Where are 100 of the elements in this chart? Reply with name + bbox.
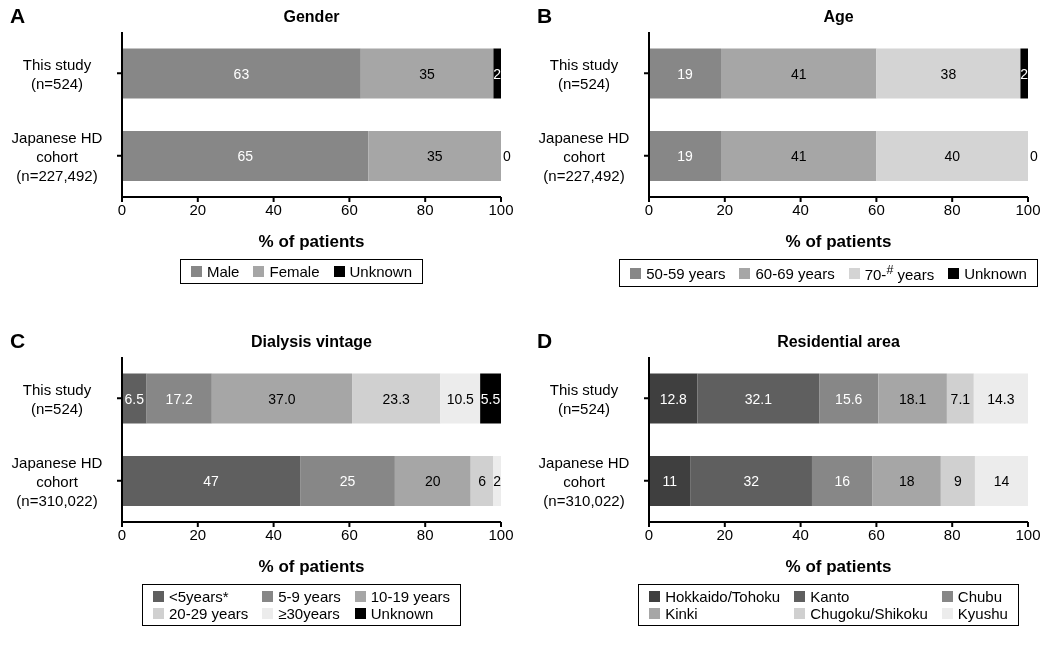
x-tick-label: 60 bbox=[341, 200, 358, 218]
data-label: 0 bbox=[503, 147, 512, 164]
data-label: 9 bbox=[953, 473, 962, 489]
bar bbox=[876, 48, 1021, 99]
y-tick-label: Japanese HD cohort (n=227,492) bbox=[11, 128, 103, 184]
legend-label: Unknown bbox=[370, 605, 434, 622]
legend-label: ≥30years bbox=[278, 605, 340, 622]
data-label: 6 bbox=[478, 473, 487, 489]
x-tick-label: 40 bbox=[265, 200, 282, 218]
x-axis-title: % of patients bbox=[258, 232, 365, 251]
bar bbox=[973, 373, 1028, 424]
text: D bbox=[537, 329, 553, 353]
chart-title: Gender bbox=[282, 8, 341, 26]
data-label: 63 bbox=[233, 65, 250, 82]
x-tick-label: 20 bbox=[716, 525, 734, 543]
bar bbox=[493, 456, 501, 506]
data-label: 41 bbox=[790, 65, 807, 82]
x-tick-label: 20 bbox=[189, 525, 207, 543]
legend-label: 5-9 years bbox=[278, 588, 341, 605]
bar bbox=[480, 373, 501, 424]
data-label: 20 bbox=[424, 473, 441, 489]
bar bbox=[872, 456, 941, 506]
data-label: 18.1 bbox=[898, 390, 927, 407]
data-label: 12.8 bbox=[659, 390, 688, 407]
bar bbox=[493, 48, 501, 99]
bar bbox=[974, 456, 1028, 506]
legend-label: Unknown bbox=[349, 263, 413, 280]
bar bbox=[352, 373, 441, 424]
data-label: 5.5 bbox=[480, 390, 501, 407]
bar bbox=[440, 373, 481, 424]
data-label: 40 bbox=[944, 148, 961, 164]
x-tick-label: 60 bbox=[868, 525, 885, 543]
data-label: 14.3 bbox=[987, 390, 1015, 407]
y-tick-label: Japanese HD cohort (n=310,022) bbox=[538, 453, 630, 509]
data-label: 16 bbox=[834, 473, 851, 489]
data-label: 7.1 bbox=[950, 390, 971, 407]
data-label: 38 bbox=[940, 65, 957, 82]
bar bbox=[211, 373, 353, 424]
bar bbox=[690, 456, 812, 506]
bar bbox=[697, 373, 820, 424]
data-label: 32.1 bbox=[744, 390, 773, 407]
legend-label: Chubu bbox=[957, 588, 1002, 605]
data-label: 35 bbox=[419, 65, 436, 82]
bar bbox=[122, 456, 301, 506]
bar bbox=[368, 131, 501, 181]
data-label: 65 bbox=[237, 148, 254, 164]
x-tick-label: 0 bbox=[117, 525, 127, 543]
bar bbox=[946, 373, 974, 424]
x-tick-label: 80 bbox=[416, 200, 434, 218]
legend-label: <5years* bbox=[169, 588, 229, 605]
data-label: 2 bbox=[1020, 65, 1029, 82]
bar bbox=[146, 373, 212, 424]
x-tick-label: 100 bbox=[1015, 525, 1041, 543]
bar bbox=[940, 456, 975, 506]
data-label: 37.0 bbox=[268, 390, 296, 407]
bar bbox=[876, 131, 1028, 181]
legend-label: Male bbox=[206, 263, 240, 280]
legend-label: Hokkaido/Tohoku bbox=[665, 588, 781, 605]
x-tick-label: 100 bbox=[488, 525, 514, 543]
legend-label: Kanto bbox=[810, 588, 850, 605]
bar bbox=[649, 456, 691, 506]
bar bbox=[360, 48, 494, 99]
bar bbox=[122, 131, 369, 181]
x-tick-label: 40 bbox=[792, 525, 809, 543]
bar bbox=[649, 373, 698, 424]
legend-label: Kinki bbox=[665, 605, 698, 622]
bar bbox=[470, 456, 494, 506]
bar bbox=[878, 373, 947, 424]
legend-label: 50-59 years bbox=[646, 264, 726, 282]
bar bbox=[819, 373, 879, 424]
x-axis-title: % of patients bbox=[258, 557, 365, 576]
x-axis-title: % of patients bbox=[785, 557, 892, 576]
chart-title: Age bbox=[822, 8, 855, 26]
text: A bbox=[10, 4, 26, 28]
bar bbox=[1020, 48, 1028, 99]
legend-label: 10-19 years bbox=[370, 588, 450, 605]
x-tick-label: 40 bbox=[265, 525, 282, 543]
x-tick-label: 100 bbox=[1015, 200, 1041, 218]
legend-label: Kyushu bbox=[957, 605, 1008, 622]
legend-label: 60-69 years bbox=[755, 264, 835, 282]
x-tick-label: 80 bbox=[943, 525, 961, 543]
text: C bbox=[10, 329, 26, 353]
legend-label: 20-29 years bbox=[169, 605, 249, 622]
bar bbox=[649, 131, 722, 181]
data-label: 32 bbox=[743, 473, 760, 489]
chart-title: Dialysis vintage bbox=[250, 333, 373, 351]
bar bbox=[721, 48, 877, 99]
x-tick-label: 0 bbox=[644, 200, 654, 218]
y-tick-label: This study (n=524) bbox=[549, 380, 619, 417]
data-label: 19 bbox=[677, 65, 693, 82]
data-label: 11 bbox=[662, 473, 678, 489]
data-label: 2 bbox=[493, 473, 502, 489]
bar bbox=[649, 48, 722, 99]
data-label: 23.3 bbox=[382, 390, 411, 407]
data-label: 6.5 bbox=[124, 390, 145, 407]
data-label: 14 bbox=[993, 473, 1010, 489]
legend-label: 70-$^{#}$ years bbox=[864, 263, 935, 283]
x-tick-label: 40 bbox=[792, 200, 809, 218]
bar bbox=[300, 456, 395, 506]
legend-label: Chugoku/Shikoku bbox=[810, 605, 928, 622]
